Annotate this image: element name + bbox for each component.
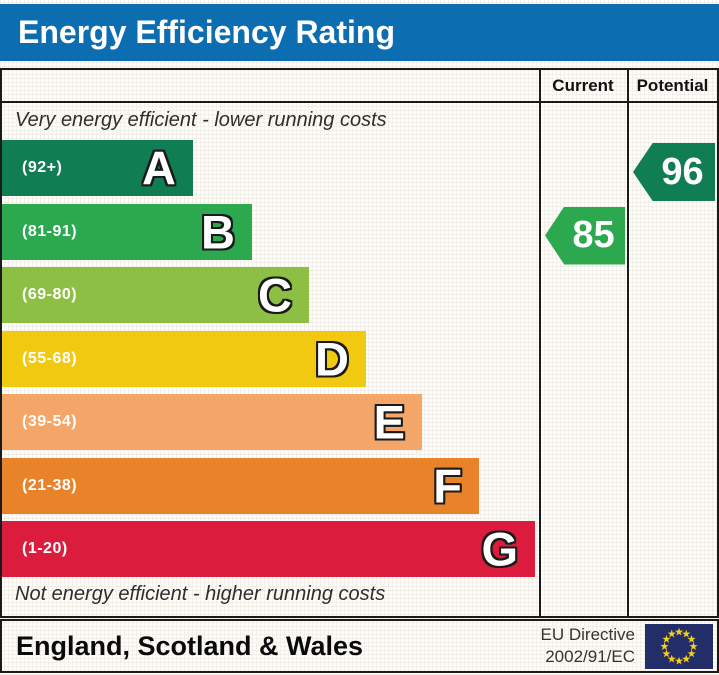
caption-very-efficient: Very energy efficient - lower running co… [15,109,387,131]
column-header-current: Current [552,76,614,95]
band-C: (69-80) C [2,267,309,323]
chart-header-row: Current Potential [2,70,717,103]
caption-not-efficient: Not energy efficient - higher running co… [15,583,386,605]
band-A: (92+) A [2,140,193,196]
title-bar: Energy Efficiency Rating [0,4,719,61]
column-header-potential: Potential [636,76,709,95]
eu-directive-line2: 2002/91/EC [545,647,635,666]
footer: England, Scotland & Wales EU Directive 2… [0,619,719,673]
band-letter: D [315,332,349,385]
column-divider-potential [627,70,629,616]
band-E: (39-54) E [2,394,422,450]
band-letter: B [201,205,235,258]
band-range-label: (92+) [22,159,63,176]
band-range-label: (55-68) [22,349,78,367]
potential-rating-value: 96 [661,150,704,193]
current-rating-arrow: 85 [545,206,625,265]
current-rating-value: 85 [572,214,615,256]
band-range-label: (39-54) [22,413,78,430]
band-range-label: (1-20) [22,540,68,557]
band-letter: G [481,522,518,576]
column-divider-current [539,70,541,616]
band-G: (1-20) G [2,521,535,577]
band-F: (21-38) F [2,457,479,514]
band-range-label: (21-38) [22,476,78,494]
eu-flag-icon [645,623,713,669]
footer-right: EU Directive 2002/91/EC [541,623,713,669]
epc-rating-chart: Current Potential Very energy efficient … [0,68,719,618]
page-title: Energy Efficiency Rating [18,14,395,50]
band-letter: A [142,141,176,195]
eu-directive-line1: EU Directive [540,624,635,644]
band-letter: E [373,395,405,449]
band-letter: F [433,459,462,512]
band-letter: C [258,268,292,322]
band-range-label: (81-91) [22,222,78,240]
eu-directive-label: EU Directive 2002/91/EC [541,624,635,668]
potential-rating-arrow: 96 [633,143,715,201]
band-B: (81-91) B [2,203,252,260]
region-label: England, Scotland & Wales [16,630,364,661]
band-range-label: (69-80) [22,286,78,303]
band-D: (55-68) D [2,330,366,387]
